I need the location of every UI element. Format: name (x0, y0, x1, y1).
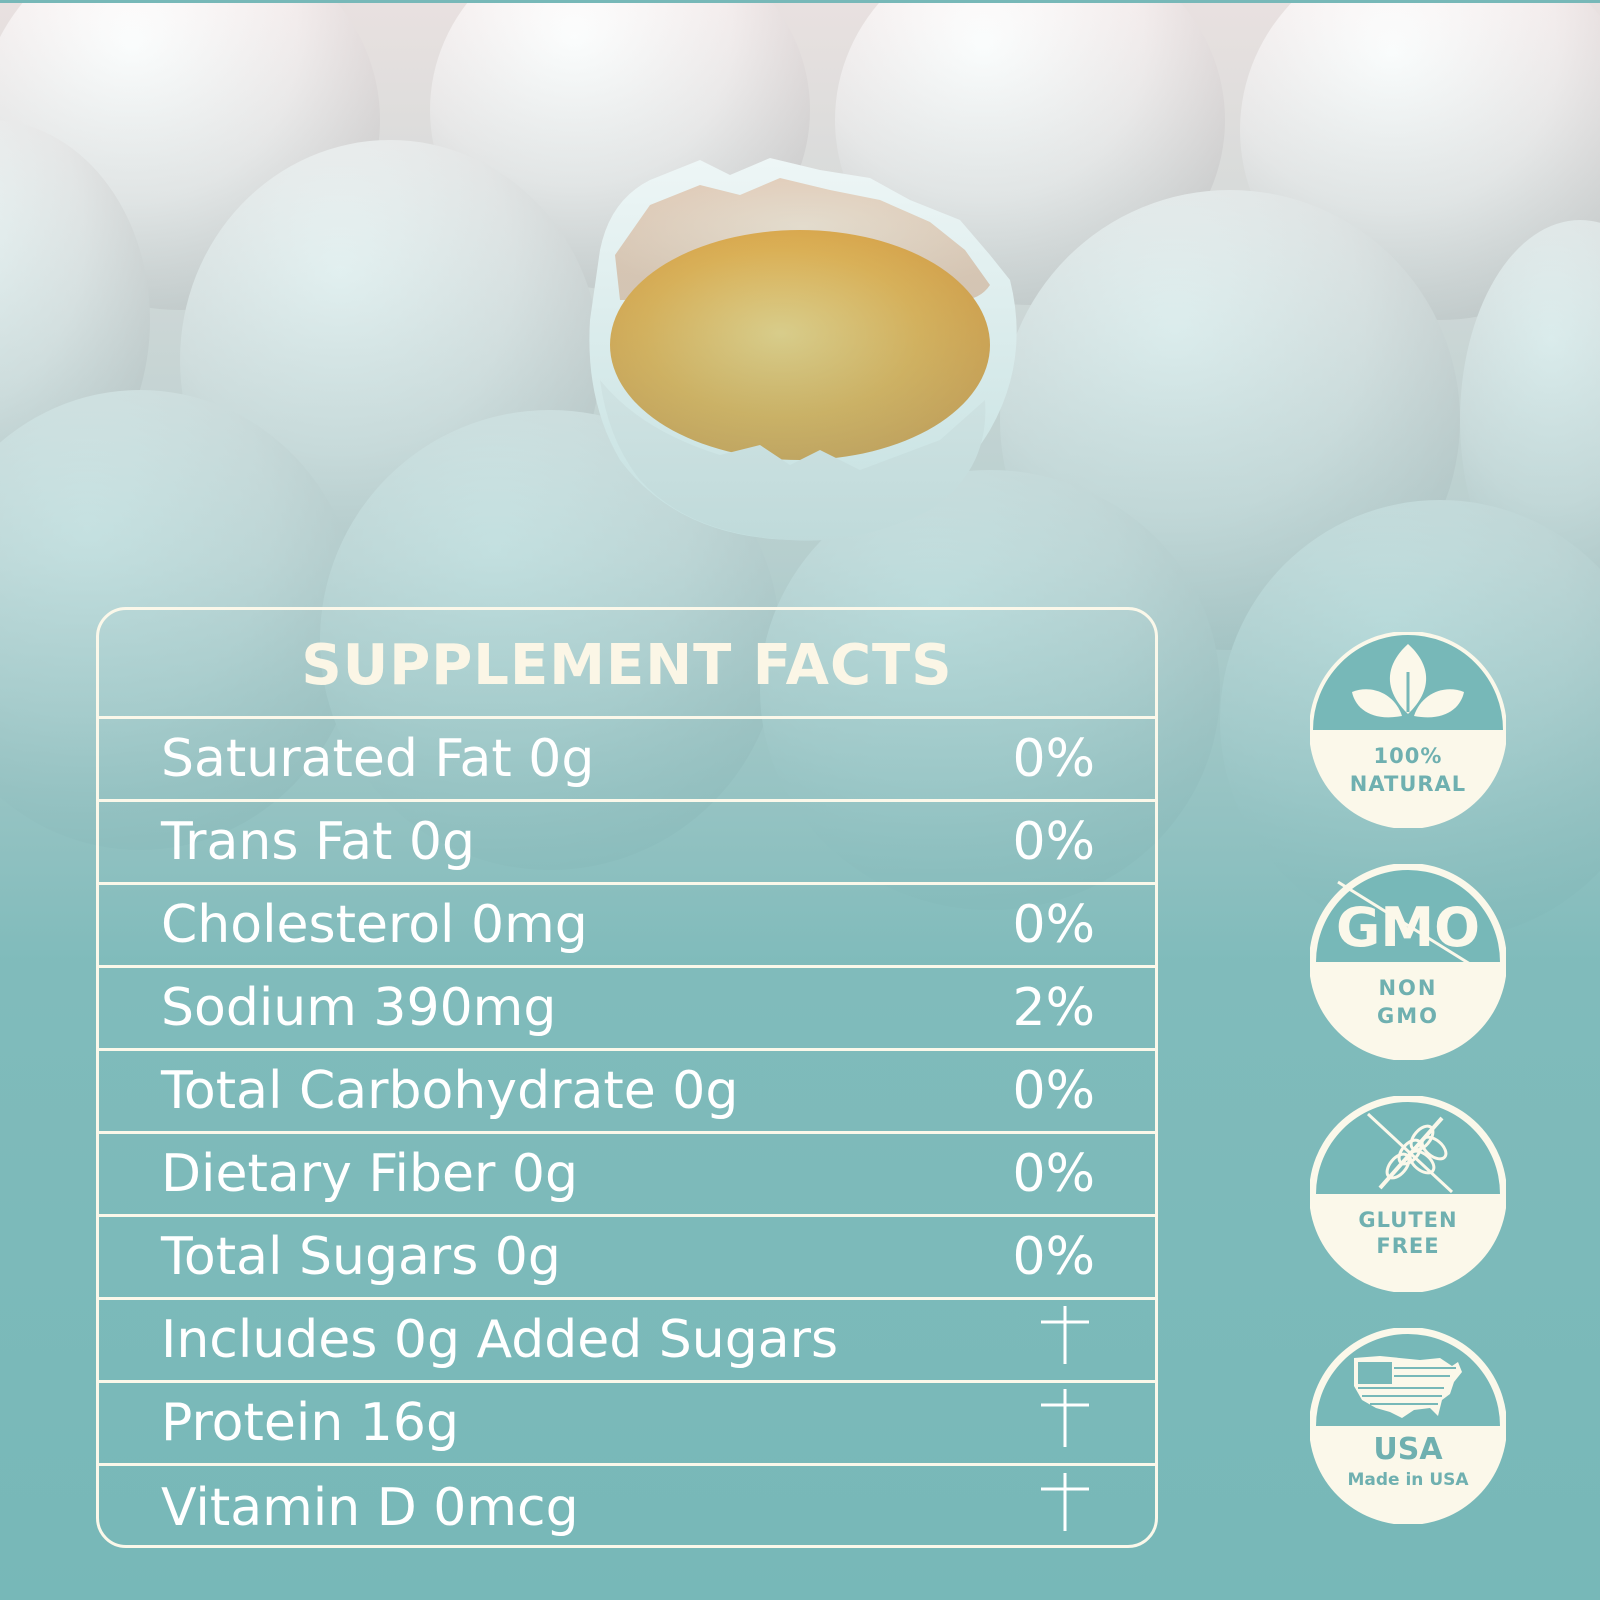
badge-non-gmo-line2: GMO (1377, 1004, 1439, 1028)
gmo-crossed-icon: GMO (1309, 863, 1507, 1061)
usa-map-icon (1309, 1327, 1507, 1525)
facts-row-label: Cholesterol 0mg (161, 895, 588, 955)
supplement-facts-title: SUPPLEMENT FACTS (99, 610, 1155, 719)
facts-row: Vitamin D 0mcg (99, 1466, 1155, 1545)
facts-row-value (1015, 1302, 1095, 1379)
badge-natural: 100% NATURAL (1309, 631, 1507, 829)
facts-row: Saturated Fat 0g 0% (99, 719, 1155, 802)
facts-row: Trans Fat 0g 0% (99, 802, 1155, 885)
wheat-crossed-icon (1309, 1095, 1507, 1293)
facts-row-value: 0% (1012, 895, 1096, 955)
facts-row: Cholesterol 0mg 0% (99, 885, 1155, 968)
facts-row: Protein 16g (99, 1383, 1155, 1466)
facts-row-value: 0% (1012, 729, 1096, 789)
facts-row-value (1015, 1385, 1095, 1462)
facts-row-label: Saturated Fat 0g (161, 729, 595, 789)
badge-non-gmo: GMO NON GMO (1309, 863, 1507, 1061)
badge-usa-line2: Made in USA (1347, 1470, 1469, 1490)
facts-row-label: Trans Fat 0g (161, 812, 475, 872)
facts-row-value: 2% (1012, 978, 1096, 1038)
badge-gluten-free: GLUTEN FREE (1309, 1095, 1507, 1293)
facts-row-value: 0% (1012, 1144, 1096, 1204)
facts-row-label: Vitamin D 0mcg (161, 1477, 579, 1538)
badge-natural-line1: 100% (1373, 744, 1443, 768)
facts-row-label: Sodium 390mg (161, 978, 557, 1038)
facts-row: Total Sugars 0g 0% (99, 1217, 1155, 1300)
badge-gluten-free-line1: GLUTEN (1358, 1208, 1458, 1232)
badge-gluten-free-line2: FREE (1376, 1234, 1440, 1258)
facts-row-label: Includes 0g Added Sugars (161, 1310, 839, 1370)
facts-row-label: Protein 16g (161, 1393, 459, 1453)
dagger-icon (1041, 1388, 1089, 1447)
badge-usa: USA Made in USA (1309, 1327, 1507, 1525)
facts-row-value (1015, 1469, 1095, 1545)
badge-usa-line1: USA (1373, 1432, 1443, 1467)
dagger-icon (1041, 1305, 1089, 1364)
facts-row: Sodium 390mg 2% (99, 968, 1155, 1051)
gmo-logo-text: GMO (1336, 896, 1480, 959)
badge-natural-line2: NATURAL (1349, 772, 1467, 796)
facts-row-value: 0% (1012, 1061, 1096, 1121)
facts-row-label: Total Sugars 0g (161, 1227, 561, 1287)
facts-row: Includes 0g Added Sugars (99, 1300, 1155, 1383)
facts-row-label: Dietary Fiber 0g (161, 1144, 578, 1204)
leaf-icon (1309, 631, 1507, 829)
facts-row-label: Total Carbohydrate 0g (161, 1061, 739, 1121)
facts-row: Total Carbohydrate 0g 0% (99, 1051, 1155, 1134)
facts-row: Dietary Fiber 0g 0% (99, 1134, 1155, 1217)
facts-row-value: 0% (1012, 812, 1096, 872)
supplement-facts-panel: SUPPLEMENT FACTS Saturated Fat 0g 0% Trans… (96, 607, 1158, 1548)
supplement-facts-rows: Saturated Fat 0g 0% Trans Fat 0g 0% Choleste… (99, 719, 1155, 1545)
dagger-icon (1041, 1473, 1089, 1531)
badge-non-gmo-line1: NON (1378, 976, 1438, 1000)
facts-row-value: 0% (1012, 1227, 1096, 1287)
